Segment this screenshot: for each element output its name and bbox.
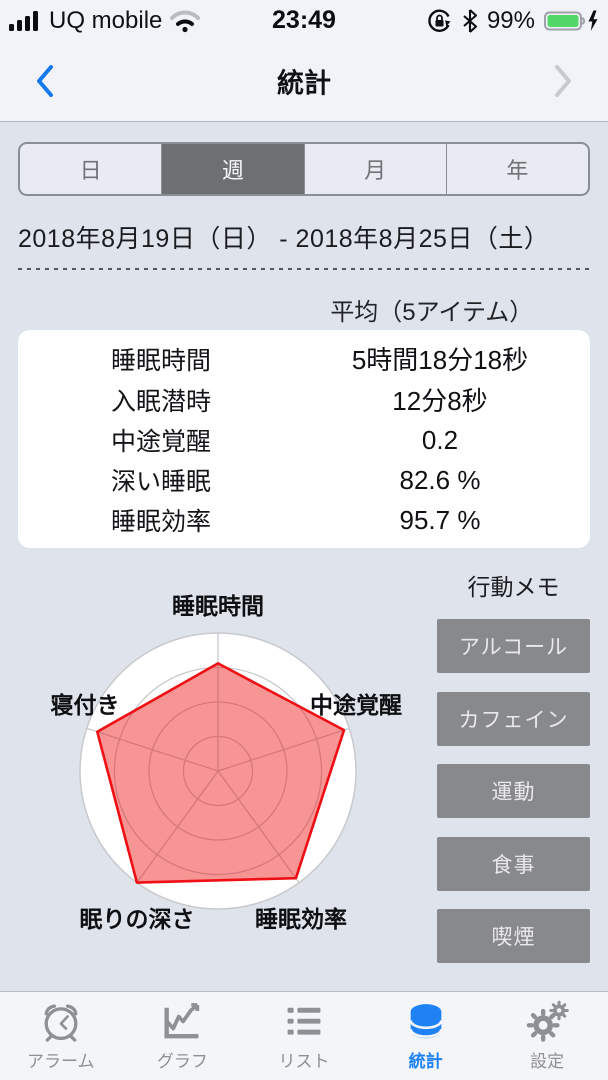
list-icon <box>287 1007 321 1035</box>
tab-settings[interactable]: 設定 <box>486 992 608 1080</box>
radar-axis-label: 寝付き <box>50 692 120 718</box>
alarm-clock-icon <box>44 1004 78 1042</box>
tab-statistics[interactable]: 統計 <box>365 992 487 1080</box>
tab-list[interactable]: リスト <box>243 992 365 1080</box>
summary-row: 深い睡眠 82.6 % <box>18 462 590 498</box>
bluetooth-icon <box>463 9 478 33</box>
stat-value: 0.2 <box>421 424 459 455</box>
battery-icon <box>544 10 598 31</box>
cellular-signal-icon <box>9 11 38 31</box>
status-bar: UQ mobile 23:49 99% <box>0 0 608 42</box>
segment-week[interactable]: 週 <box>162 144 305 194</box>
summary-row: 睡眠時間 5時間18分18秒 <box>18 340 590 377</box>
segment-year[interactable]: 年 <box>506 158 529 183</box>
memo-button-exercise[interactable]: 運動 <box>437 764 590 818</box>
stat-label: 睡眠時間 <box>110 346 211 375</box>
forward-chevron-icon[interactable] <box>552 63 574 99</box>
battery-percent-label: 99% <box>486 7 535 34</box>
tab-label: リスト <box>278 1052 330 1071</box>
radar-polygon <box>96 662 346 884</box>
summary-row: 入眠潜時 12分8秒 <box>18 381 590 418</box>
charging-bolt-icon <box>588 10 598 31</box>
action-memo-title: 行動メモ <box>467 574 560 600</box>
average-header: 平均（5アイテム） <box>330 299 534 326</box>
battery-nub <box>581 17 586 25</box>
tab-label: 統計 <box>408 1052 443 1071</box>
gear-icon <box>526 1000 569 1042</box>
stat-label: 入眠潜時 <box>110 387 211 416</box>
tab-alarm[interactable]: アラーム <box>0 992 122 1080</box>
clock-time: 23:49 <box>272 6 336 34</box>
header: UQ mobile 23:49 99% <box>0 0 608 122</box>
tab-label: グラフ <box>156 1052 208 1071</box>
rotation-lock-icon <box>428 9 451 32</box>
page-title: 統計 <box>277 68 331 99</box>
database-icon <box>408 1004 443 1039</box>
segment-month[interactable]: 月 <box>305 144 447 194</box>
stat-value: 82.6 % <box>399 464 481 495</box>
tab-graph[interactable]: グラフ <box>122 992 244 1080</box>
tab-label: アラーム <box>27 1052 95 1071</box>
dashed-divider <box>18 268 590 270</box>
memo-button-meal[interactable]: 食事 <box>437 837 590 891</box>
stat-value: 95.7 % <box>399 504 481 535</box>
back-chevron-icon[interactable] <box>34 63 56 99</box>
radar-axis-label: 眠りの深さ <box>79 906 195 932</box>
radar-axis-label: 睡眠時間 <box>172 593 264 619</box>
period-segmented-control: 日 週 月 年 <box>18 142 590 196</box>
stat-label: 睡眠効率 <box>110 508 211 536</box>
stat-value: 12分8秒 <box>392 386 488 416</box>
radar-axis-label: 中途覚醒 <box>310 692 402 718</box>
carrier-label: UQ mobile <box>49 7 163 34</box>
summary-row: 睡眠効率 95.7 % <box>18 502 590 538</box>
stat-label: 中途覚醒 <box>110 428 211 456</box>
nav-bar: 統計 <box>0 42 608 120</box>
wifi-icon <box>170 10 201 33</box>
radar-axis-label: 睡眠効率 <box>255 906 347 932</box>
radar-spokes <box>86 633 350 883</box>
summary-card: 睡眠時間 5時間18分18秒 入眠潜時 12分8秒 中途覚醒 0.2 深い睡眠 … <box>18 330 590 548</box>
memo-button-caffeine[interactable]: カフェイン <box>437 692 590 746</box>
date-range-label: 2018年8月19日（日） - 2018年8月25日（土） <box>18 225 550 253</box>
memo-button-alcohol[interactable]: アルコール <box>437 619 590 673</box>
radar-chart <box>79 632 357 910</box>
summary-row: 中途覚醒 0.2 <box>18 422 590 458</box>
memo-button-smoking[interactable]: 喫煙 <box>437 909 590 963</box>
tab-label: 設定 <box>530 1052 565 1071</box>
radar-chart-zone: 睡眠時間 中途覚醒 睡眠効率 眠りの深さ 寝付き <box>0 556 440 986</box>
segment-day[interactable]: 日 <box>20 144 163 194</box>
tab-bar: アラーム グラフ リスト <box>0 991 608 1080</box>
line-chart-icon <box>164 1003 200 1039</box>
stat-value: 5時間18分18秒 <box>351 345 529 375</box>
stat-label: 深い睡眠 <box>110 468 211 496</box>
